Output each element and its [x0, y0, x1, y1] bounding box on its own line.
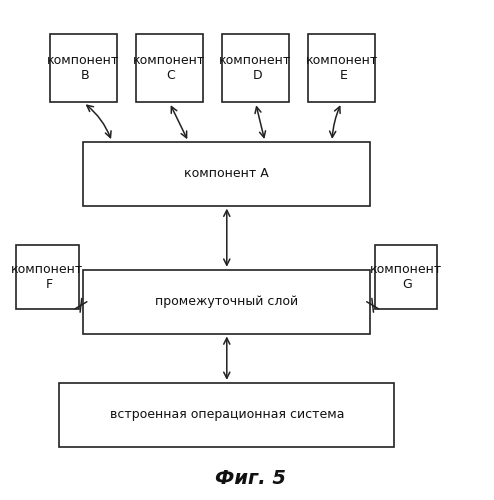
Text: компонент
 E: компонент E — [305, 54, 378, 82]
Text: компонент
 B: компонент B — [47, 54, 120, 82]
Text: компонент
 F: компонент F — [11, 263, 83, 291]
Text: встроенная операционная система: встроенная операционная система — [110, 408, 344, 421]
Bar — [16, 245, 79, 309]
Bar — [375, 245, 437, 309]
Text: Фиг. 5: Фиг. 5 — [215, 469, 286, 488]
Text: компонент
 D: компонент D — [219, 54, 291, 82]
Text: компонент A: компонент A — [184, 168, 269, 180]
Bar — [308, 34, 375, 102]
Text: компонент
 C: компонент C — [133, 54, 206, 82]
Bar — [222, 34, 289, 102]
Text: промежуточный слой: промежуточный слой — [155, 295, 298, 308]
Bar — [59, 383, 394, 446]
Bar — [50, 34, 117, 102]
Bar — [83, 142, 370, 206]
Text: компонент
 G: компонент G — [370, 263, 442, 291]
Bar — [136, 34, 203, 102]
Bar — [83, 270, 370, 334]
